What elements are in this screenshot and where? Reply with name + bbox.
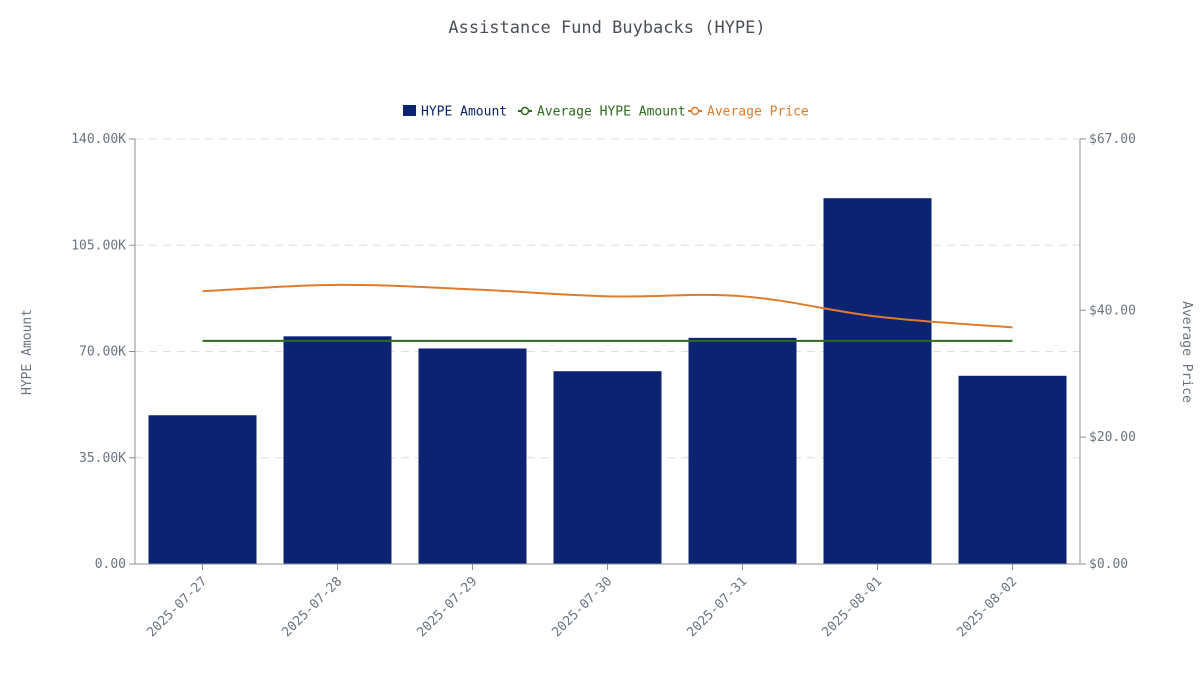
chart-title: Assistance Fund Buybacks (HYPE) bbox=[448, 18, 765, 38]
bar bbox=[823, 198, 932, 565]
x-tick-label: 2025-08-02 bbox=[954, 574, 1020, 640]
bar bbox=[688, 337, 797, 564]
y-left-tick-label: 0.00 bbox=[95, 557, 126, 572]
legend: HYPE Amount Average HYPE Amount Average Pr… bbox=[403, 105, 809, 120]
legend-label: Average HYPE Amount bbox=[537, 105, 686, 120]
x-tick-label: 2025-07-31 bbox=[684, 574, 750, 640]
lines bbox=[202, 283, 1013, 342]
legend-label: Average Price bbox=[707, 105, 809, 120]
legend-swatch bbox=[403, 105, 416, 116]
x-tick-label: 2025-07-30 bbox=[549, 574, 615, 640]
legend-item: Average HYPE Amount bbox=[518, 105, 686, 120]
y-right-tick-label: $0.00 bbox=[1089, 557, 1128, 572]
bar bbox=[418, 348, 527, 564]
y-left-tick-label: 35.00K bbox=[79, 451, 126, 466]
x-tick-label: 2025-08-01 bbox=[819, 574, 885, 640]
bar bbox=[283, 336, 392, 564]
y-right-tick-label: $20.00 bbox=[1089, 430, 1136, 445]
legend-item: HYPE Amount bbox=[403, 105, 507, 120]
y-left-tick-label: 105.00K bbox=[71, 238, 126, 253]
legend-item: Average Price bbox=[688, 105, 809, 120]
x-tick-label: 2025-07-28 bbox=[279, 574, 345, 640]
y-left-axis-title: HYPE Amount bbox=[20, 309, 35, 395]
legend-swatch-marker bbox=[520, 106, 530, 116]
legend-label: HYPE Amount bbox=[421, 105, 507, 120]
y-left-tick-label: 140.00K bbox=[71, 132, 126, 147]
x-tick-label: 2025-07-29 bbox=[414, 574, 480, 640]
average-price-line bbox=[202, 283, 1013, 329]
x-tick-label: 2025-07-27 bbox=[144, 574, 210, 640]
y-right-tick-label: $40.00 bbox=[1089, 303, 1136, 318]
y-left-tick-label: 70.00K bbox=[79, 345, 126, 360]
bars bbox=[148, 198, 1067, 565]
bar bbox=[958, 375, 1067, 564]
legend-swatch-marker bbox=[690, 106, 700, 116]
y-right-axis-title: Average Price bbox=[1179, 301, 1194, 403]
y-right-tick-label: $67.00 bbox=[1089, 132, 1136, 147]
bar bbox=[553, 371, 662, 564]
bar bbox=[148, 415, 257, 564]
